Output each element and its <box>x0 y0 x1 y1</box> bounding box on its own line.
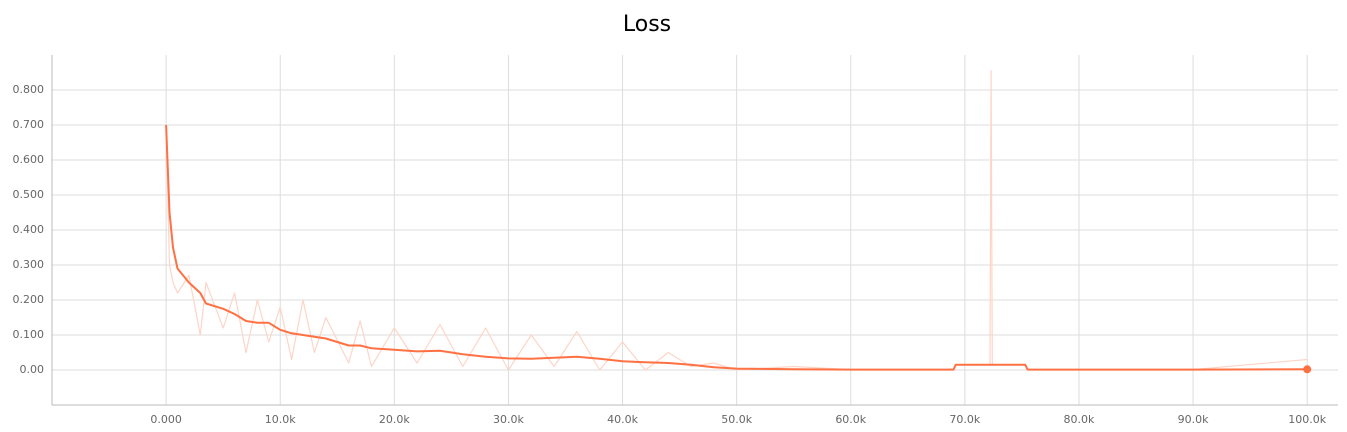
y-tick-label: 0.400 <box>13 223 45 236</box>
x-tick-label: 60.0k <box>835 413 866 426</box>
y-tick-label: 0.00 <box>20 363 45 376</box>
y-tick-label: 0.100 <box>13 328 45 341</box>
y-tick-label: 0.700 <box>13 118 45 131</box>
x-tick-label: 30.0k <box>493 413 524 426</box>
y-tick-label: 0.200 <box>13 293 45 306</box>
y-tick-label: 0.800 <box>13 83 45 96</box>
x-tick-label: 90.0k <box>1178 413 1209 426</box>
y-tick-label: 0.600 <box>13 153 45 166</box>
y-tick-label: 0.500 <box>13 188 45 201</box>
x-tick-label: 20.0k <box>379 413 410 426</box>
x-tick-label: 40.0k <box>607 413 638 426</box>
x-tick-label: 50.0k <box>721 413 752 426</box>
x-tick-label: 100.0k <box>1288 413 1326 426</box>
chart-title: Loss <box>623 12 671 37</box>
x-tick-label: 10.0k <box>265 413 296 426</box>
end-point <box>1303 365 1312 374</box>
y-tick-label: 0.300 <box>13 258 45 271</box>
smoothed-line <box>165 124 1308 371</box>
x-tick-label: 70.0k <box>949 413 980 426</box>
x-tick-label: 0.000 <box>150 413 182 426</box>
x-tick-label: 80.0k <box>1064 413 1095 426</box>
